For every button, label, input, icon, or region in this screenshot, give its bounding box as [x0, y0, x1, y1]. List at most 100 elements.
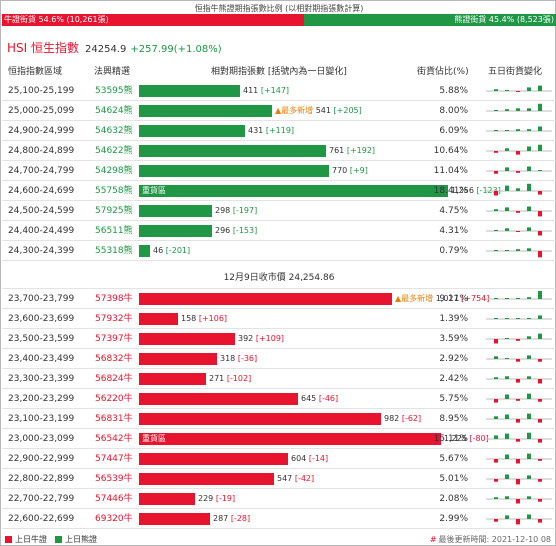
- contracts-value: 982 [-62]: [384, 409, 421, 429]
- warrant-code-link[interactable]: 56542牛: [95, 434, 133, 444]
- contracts-value: 318 [-36]: [220, 349, 257, 369]
- warrant-code-link[interactable]: 56539牛: [95, 474, 133, 484]
- table-row[interactable]: 23,600-23,699 57932牛 158 [+106] 1.39%: [2, 309, 556, 329]
- five-day-spark: [486, 248, 552, 258]
- five-day-spark: [486, 85, 552, 92]
- table-row[interactable]: 23,300-23,399 56824牛 271 [-102] 2.42%: [2, 369, 556, 389]
- five-day-spark: [486, 103, 552, 112]
- share-cell: 11.04%: [433, 166, 468, 176]
- spark-bar: [494, 209, 498, 211]
- share-cell: 10.64%: [433, 146, 468, 156]
- spark-bar: [516, 419, 520, 423]
- spark-bar: [538, 499, 542, 502]
- warrant-code-link[interactable]: 53595熊: [95, 86, 133, 96]
- contracts-number: 158: [181, 314, 197, 323]
- warrant-code-link[interactable]: 57932牛: [95, 314, 133, 324]
- table-row[interactable]: 22,700-22,799 57446牛 229 [-19] 2.08%: [2, 489, 556, 509]
- table-row[interactable]: 23,100-23,199 56831牛 982 [-62] 8.95%: [2, 409, 556, 429]
- table-row[interactable]: 24,800-24,899 54622熊 761 [+192] 10.64%: [2, 141, 556, 161]
- contracts-value: 287 [-28]: [213, 509, 250, 529]
- update-mark: #: [429, 535, 437, 544]
- spark-bar: [494, 339, 498, 344]
- spark-bar: [494, 230, 498, 231]
- contracts-bar: [139, 353, 217, 365]
- table-row[interactable]: 24,500-24,599 57925熊 298 [-197] 4.75%: [2, 201, 556, 221]
- warrant-code-link[interactable]: 56824牛: [95, 374, 133, 384]
- five-day-spark: [486, 376, 552, 384]
- contracts-bar: [139, 105, 272, 117]
- table-row[interactable]: 23,400-23,499 56832牛 318 [-36] 2.92%: [2, 349, 556, 369]
- spark-bar: [538, 479, 542, 482]
- five-day-spark: [486, 432, 552, 443]
- warrant-code-link[interactable]: 54624熊: [95, 106, 133, 116]
- warrant-code-link[interactable]: 55318熊: [95, 246, 133, 256]
- warrant-code-link[interactable]: 56831牛: [95, 414, 133, 424]
- warrant-code-link[interactable]: 55758熊: [95, 186, 133, 196]
- warrant-code-link[interactable]: 56511熊: [95, 226, 133, 236]
- contracts-number: 541: [315, 106, 331, 115]
- ratio-title: 恒指牛熊證期指張數比例 (以相對期指張數計算): [194, 4, 364, 13]
- table-row[interactable]: 25,100-25,199 53595熊 411 [+147] 5.88%: [2, 81, 556, 101]
- contracts-bar: [139, 433, 441, 445]
- table-row[interactable]: 23,200-23,299 56220牛 645 [-46] 5.75%: [2, 389, 556, 409]
- table-row[interactable]: 24,900-24,999 54632熊 431 [+119] 6.09%: [2, 121, 556, 141]
- table-row[interactable]: 22,900-22,999 57447牛 604 [-14] 5.67%: [2, 449, 556, 469]
- table-row[interactable]: 24,300-24,399 55318熊 46 [-201] 0.79%: [2, 241, 556, 261]
- spark-bar: [527, 227, 531, 231]
- table-row[interactable]: 24,600-24,699 55758熊 重貨區 1,256 [-123] 18.41%: [2, 181, 556, 201]
- spark-bar: [516, 129, 520, 131]
- spark-bar: [527, 453, 531, 459]
- spark-bar: [527, 87, 531, 91]
- table-row[interactable]: 23,500-23,599 57397牛 392 [+109] 3.59%: [2, 329, 556, 349]
- warrant-code-link[interactable]: 56220牛: [95, 394, 133, 404]
- contracts-change: [-197]: [232, 206, 258, 215]
- range-cell: 24,400-24,499: [8, 226, 75, 236]
- contracts-change: [-28]: [230, 514, 251, 523]
- warrant-code-link[interactable]: 54298熊: [95, 166, 133, 176]
- warrant-code-link[interactable]: 54632熊: [95, 126, 133, 136]
- contracts-number: 298: [215, 206, 231, 215]
- table-row[interactable]: 22,800-22,899 56539牛 547 [-42] 5.01%: [2, 469, 556, 489]
- contracts-number: 1,256: [451, 186, 474, 195]
- warrant-code-link[interactable]: 57397牛: [95, 334, 133, 344]
- bear-ratio-segment: 熊證街貨 45.4% (8,523張): [304, 14, 556, 26]
- range-cell: 23,100-23,199: [8, 414, 75, 424]
- warrant-code-link[interactable]: 54622熊: [95, 146, 133, 156]
- contracts-value: 431 [+119]: [248, 121, 294, 141]
- table-row[interactable]: 24,700-24,799 54298熊 770 [+9] 11.04%: [2, 161, 556, 181]
- share-cell: 5.88%: [439, 86, 468, 96]
- warrant-code-link[interactable]: 57398牛: [95, 294, 133, 304]
- spark-bar: [538, 144, 542, 151]
- most-added-flag: ▲最多新增: [275, 106, 314, 115]
- table-row[interactable]: 22,600-22,699 69320牛 287 [-28] 2.99%: [2, 509, 556, 529]
- spark-bar: [505, 358, 509, 359]
- warrant-code-link[interactable]: 57446牛: [95, 494, 133, 504]
- contracts-change: [+119]: [265, 126, 295, 135]
- five-day-spark: [486, 166, 552, 174]
- spark-bar: [505, 228, 509, 231]
- five-day-spark: [486, 496, 552, 504]
- contracts-number: 318: [220, 354, 236, 363]
- table-row[interactable]: 25,000-25,099 54624熊 ▲最多新增 541 [+205] 8.00%: [2, 101, 556, 121]
- spark-bar: [494, 151, 498, 153]
- warrant-code-link[interactable]: 69320牛: [95, 514, 133, 524]
- spark-bar: [516, 151, 520, 155]
- contracts-change: [-42]: [294, 474, 315, 483]
- warrant-code-link[interactable]: 56832牛: [95, 354, 133, 364]
- spark-bar: [527, 297, 531, 299]
- legend-label-bull: 上日牛證: [15, 535, 47, 544]
- spark-bar: [516, 188, 520, 191]
- five-day-spark: [486, 474, 552, 485]
- index-price: 24254.9: [85, 44, 127, 55]
- share-cell: 2.99%: [439, 514, 468, 524]
- warrant-code-link[interactable]: 57925熊: [95, 206, 133, 216]
- table-row[interactable]: 23,000-23,099 56542牛 重貨區 1,225 [-80] 15.11%: [2, 429, 556, 449]
- index-name[interactable]: HSI 恒生指數: [7, 41, 79, 55]
- range-cell: 23,700-23,799: [8, 294, 75, 304]
- share-cell: 8.00%: [439, 106, 468, 116]
- five-day-spark: [486, 393, 552, 403]
- table-row[interactable]: 23,700-23,799 57398牛 ▲最多新增 1,027 [+754] 9.1…: [2, 289, 556, 309]
- table-row[interactable]: 24,400-24,499 56511熊 296 [-153] 4.31%: [2, 221, 556, 241]
- warrant-code-link[interactable]: 57447牛: [95, 454, 133, 464]
- five-day-spark: [486, 290, 552, 300]
